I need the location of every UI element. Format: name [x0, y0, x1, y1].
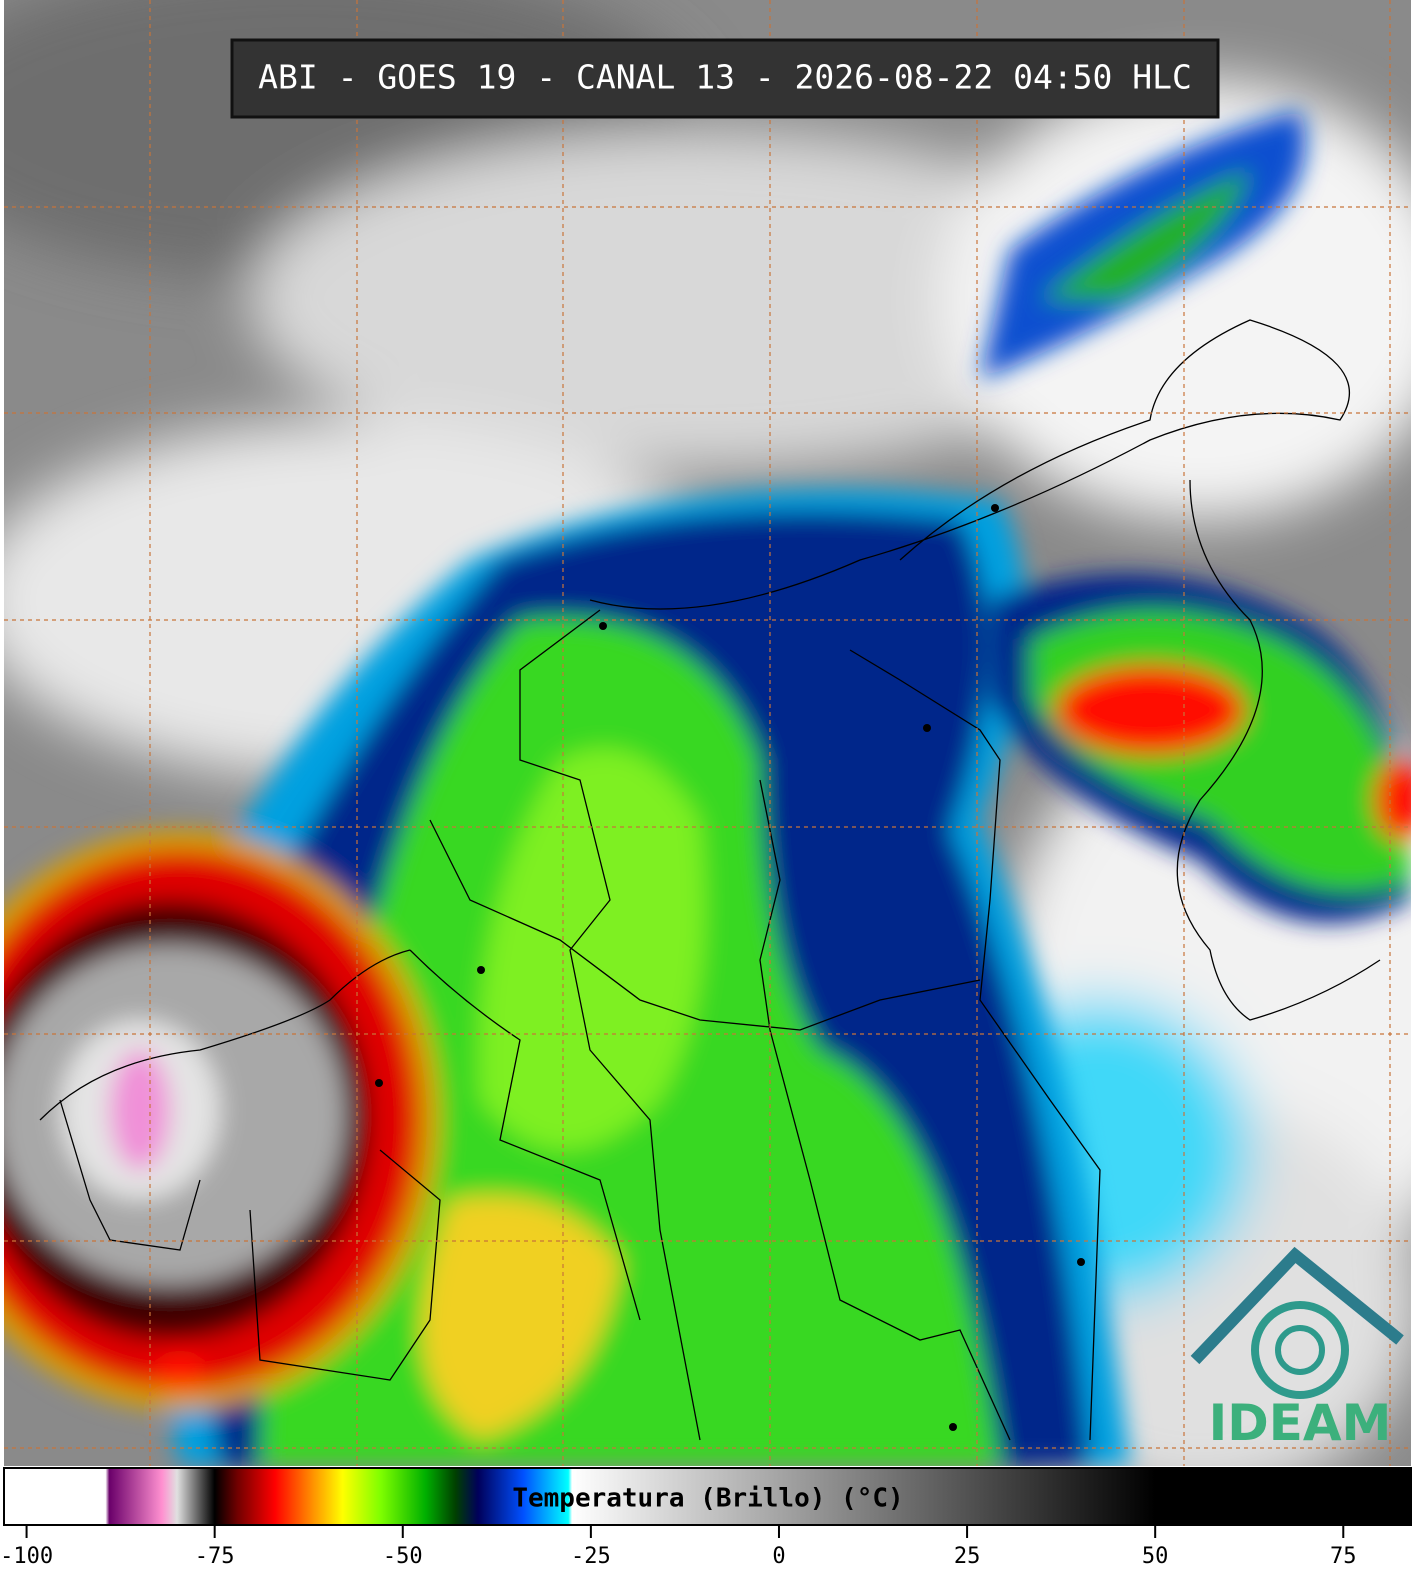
colorbar-tick-label: -25 [571, 1544, 611, 1569]
colorbar-tick-label: 25 [954, 1544, 981, 1569]
graticule [4, 0, 1411, 1466]
colorbar-label: Temperatura (Brillo) (°C) [512, 1484, 903, 1514]
borders [39, 319, 1381, 1441]
colorbar-tick-label: -75 [195, 1544, 235, 1569]
logo [1190, 1246, 1404, 1399]
logo-text: IDEAM [1209, 1394, 1392, 1452]
cities [375, 504, 1085, 1431]
colorbar [3, 1467, 1412, 1526]
colorbar-tick-label: -100 [0, 1544, 53, 1569]
title: ABI - GOES 19 - CANAL 13 - 2026-08-22 04… [258, 58, 1192, 97]
colorbar-tick-label: 50 [1142, 1544, 1169, 1569]
title-box [230, 38, 1220, 119]
satellite-image [4, 0, 1411, 1466]
colorbar-tick-label: 0 [772, 1544, 785, 1569]
colorbar-tick-label: 75 [1330, 1544, 1357, 1569]
colorbar-tick-label: -50 [383, 1544, 423, 1569]
